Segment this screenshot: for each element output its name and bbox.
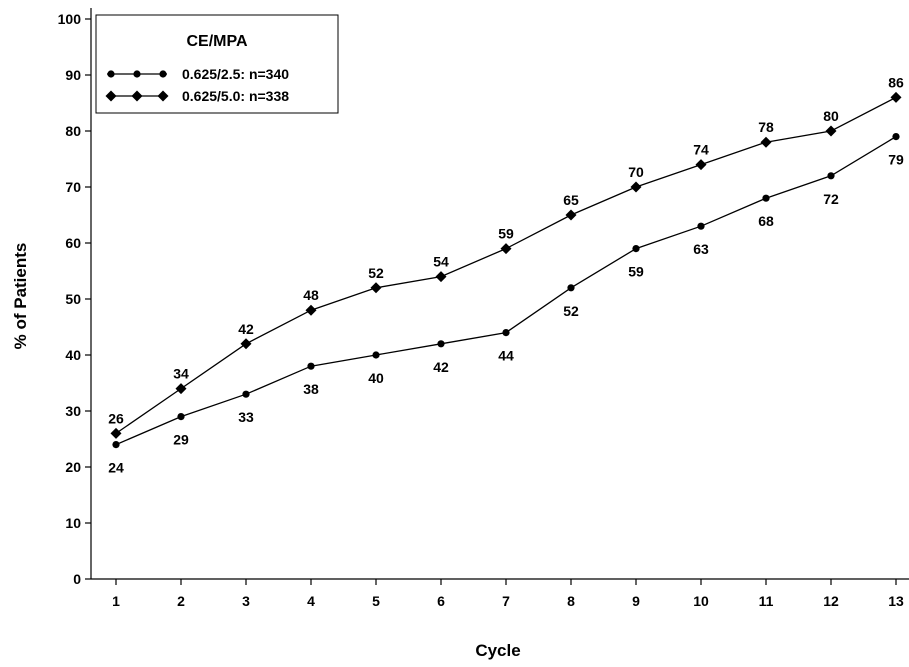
data-point-diamond (110, 427, 122, 439)
legend-title: CE/MPA (186, 33, 247, 50)
data-label: 74 (693, 142, 709, 158)
x-axis-title: Cycle (475, 641, 520, 660)
data-label: 63 (693, 241, 709, 257)
data-point-diamond (435, 271, 447, 283)
data-point-circle (502, 329, 510, 337)
y-tick-label: 50 (65, 291, 81, 307)
data-label: 44 (498, 348, 514, 364)
legend-marker-diamond (105, 90, 117, 102)
data-label: 79 (888, 152, 904, 168)
data-label: 68 (758, 213, 774, 229)
data-point-diamond (240, 338, 252, 350)
data-label: 59 (498, 226, 514, 242)
x-tick-label: 5 (372, 593, 380, 609)
series-line (115, 96, 897, 434)
data-label: 42 (238, 321, 254, 337)
data-label: 59 (628, 264, 644, 280)
data-point-diamond (630, 181, 642, 193)
y-axis: 0 10 20 30 40 50 60 70 80 90 100 (58, 8, 92, 587)
data-label: 52 (563, 303, 579, 319)
data-point-circle (632, 245, 640, 253)
data-label: 86 (888, 74, 904, 90)
data-point-circle (372, 351, 380, 359)
x-tick-label: 1 (112, 593, 120, 609)
data-label: 70 (628, 164, 644, 180)
data-label: 29 (173, 432, 189, 448)
data-point-circle (112, 441, 120, 449)
y-tick-label: 40 (65, 347, 81, 363)
data-label: 40 (368, 370, 384, 386)
y-tick-label: 0 (73, 571, 81, 587)
data-point-circle (827, 172, 835, 180)
legend-label: 0.625/2.5: n=340 (182, 66, 289, 82)
y-tick-label: 100 (58, 11, 82, 27)
legend-label: 0.625/5.0: n=338 (182, 88, 289, 104)
y-tick-label: 90 (65, 67, 81, 83)
data-label: 38 (303, 381, 319, 397)
data-label: 26 (108, 410, 124, 426)
data-point-diamond (825, 125, 837, 137)
data-point-diamond (305, 304, 317, 316)
x-tick-label: 10 (693, 593, 709, 609)
data-label: 34 (173, 366, 189, 382)
y-axis-title: % of Patients (11, 243, 30, 350)
data-point-diamond (370, 282, 382, 294)
legend-item: 0.625/5.0: n=338 (105, 88, 289, 104)
x-tick-label: 6 (437, 593, 445, 609)
legend-marker-diamond (157, 90, 169, 102)
data-point-circle (307, 362, 315, 370)
y-tick-label: 80 (65, 123, 81, 139)
data-label: 54 (433, 254, 449, 270)
data-point-circle (177, 413, 185, 421)
data-label: 52 (368, 265, 384, 281)
legend-items: 0.625/2.5: n=340 0.625/5.0: n=338 (105, 66, 289, 104)
y-tick-label: 20 (65, 459, 81, 475)
y-tick-label: 60 (65, 235, 81, 251)
legend-item: 0.625/2.5: n=340 (107, 66, 289, 82)
data-label: 65 (563, 192, 579, 208)
data-point-diamond (500, 243, 512, 255)
data-point-circle (892, 133, 900, 141)
x-tick-label: 8 (567, 593, 575, 609)
y-tick-label: 30 (65, 403, 81, 419)
series-line (115, 136, 897, 446)
data-label: 80 (823, 108, 839, 124)
data-label: 78 (758, 119, 774, 135)
data-point-circle (762, 194, 770, 202)
data-label: 48 (303, 287, 319, 303)
data-label: 33 (238, 409, 254, 425)
legend-marker-circle (133, 70, 141, 78)
legend-marker-circle (159, 70, 167, 78)
x-axis: 1 2 3 4 5 6 7 8 9 10 11 12 13 (91, 578, 909, 609)
y-tick-label: 70 (65, 179, 81, 195)
series-1: 24 29 33 38 40 42 44 52 59 63 68 72 79 (108, 133, 904, 476)
y-tick-label: 10 (65, 515, 81, 531)
data-point-circle (437, 340, 445, 348)
legend-marker-diamond (131, 90, 143, 102)
x-tick-label: 13 (888, 593, 904, 609)
series-layer: 24 29 33 38 40 42 44 52 59 63 68 72 79 26 34 42 48 52 54 59… (108, 74, 904, 475)
x-tick-label: 3 (242, 593, 250, 609)
x-tick-label: 12 (823, 593, 839, 609)
data-label: 24 (108, 460, 124, 476)
legend: CE/MPA 0.625/2.5: n=340 0.625/5.0: n=338 (95, 14, 339, 114)
data-point-diamond (565, 209, 577, 221)
data-point-diamond (695, 159, 707, 171)
x-tick-label: 11 (759, 593, 774, 609)
data-label: 72 (823, 191, 839, 207)
data-label: 42 (433, 359, 449, 375)
data-point-circle (242, 390, 250, 398)
x-tick-label: 4 (307, 593, 315, 609)
data-point-diamond (890, 91, 902, 103)
x-tick-label: 7 (502, 593, 510, 609)
x-tick-label: 9 (632, 593, 640, 609)
data-point-circle (697, 222, 705, 230)
data-point-diamond (175, 383, 187, 395)
series-2: 26 34 42 48 52 54 59 65 70 74 78 80 86 (108, 74, 904, 439)
x-tick-label: 2 (177, 593, 185, 609)
legend-marker-circle (107, 70, 115, 78)
data-point-circle (567, 284, 575, 292)
data-point-diamond (760, 136, 772, 148)
